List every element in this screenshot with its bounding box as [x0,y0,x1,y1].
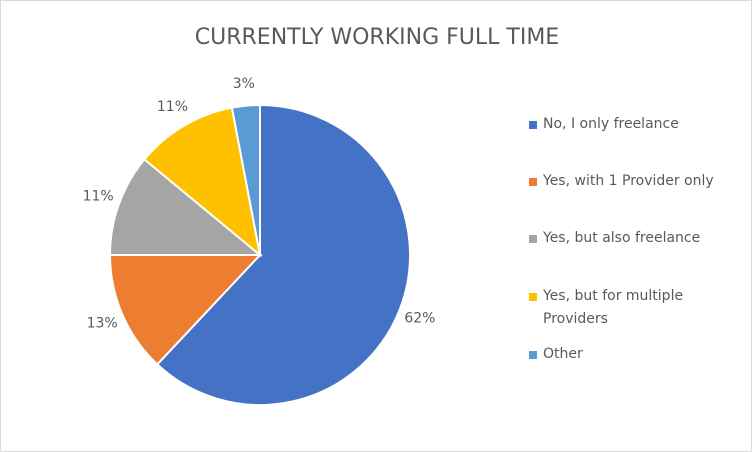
pie-slice [230,103,261,256]
legend-swatch [529,178,537,186]
legend-item: Other [529,343,583,366]
legend-item: No, I only freelance [529,113,679,136]
legend-label: Other [543,346,583,362]
pie-slice [155,103,411,406]
legend-label: No, I only freelance [543,116,679,132]
pie-slice [143,106,262,258]
legend-swatch [529,121,537,129]
value-label: 11% [157,99,188,115]
legend-label: Yes, but also freelance [543,230,701,246]
pie-slice [108,157,263,256]
legend-swatch [529,235,537,243]
legend-item: Yes, but also freelance [529,227,700,250]
value-label: 13% [87,315,118,331]
value-label: 62% [404,310,435,326]
legend-swatch [529,351,537,359]
value-label: 3% [233,76,255,92]
legend-label: Yes, with 1 Provider only [543,173,714,189]
legend-label: Yes, but for multiple Providers [543,288,684,327]
legend-swatch [529,293,537,301]
legend-item: Yes, but for multiple Providers [529,285,729,331]
chart-title: CURRENTLY WORKING FULL TIME [195,25,559,50]
pie-slice [108,254,263,366]
value-label: 11% [83,189,114,205]
legend-item: Yes, with 1 Provider only [529,170,714,193]
